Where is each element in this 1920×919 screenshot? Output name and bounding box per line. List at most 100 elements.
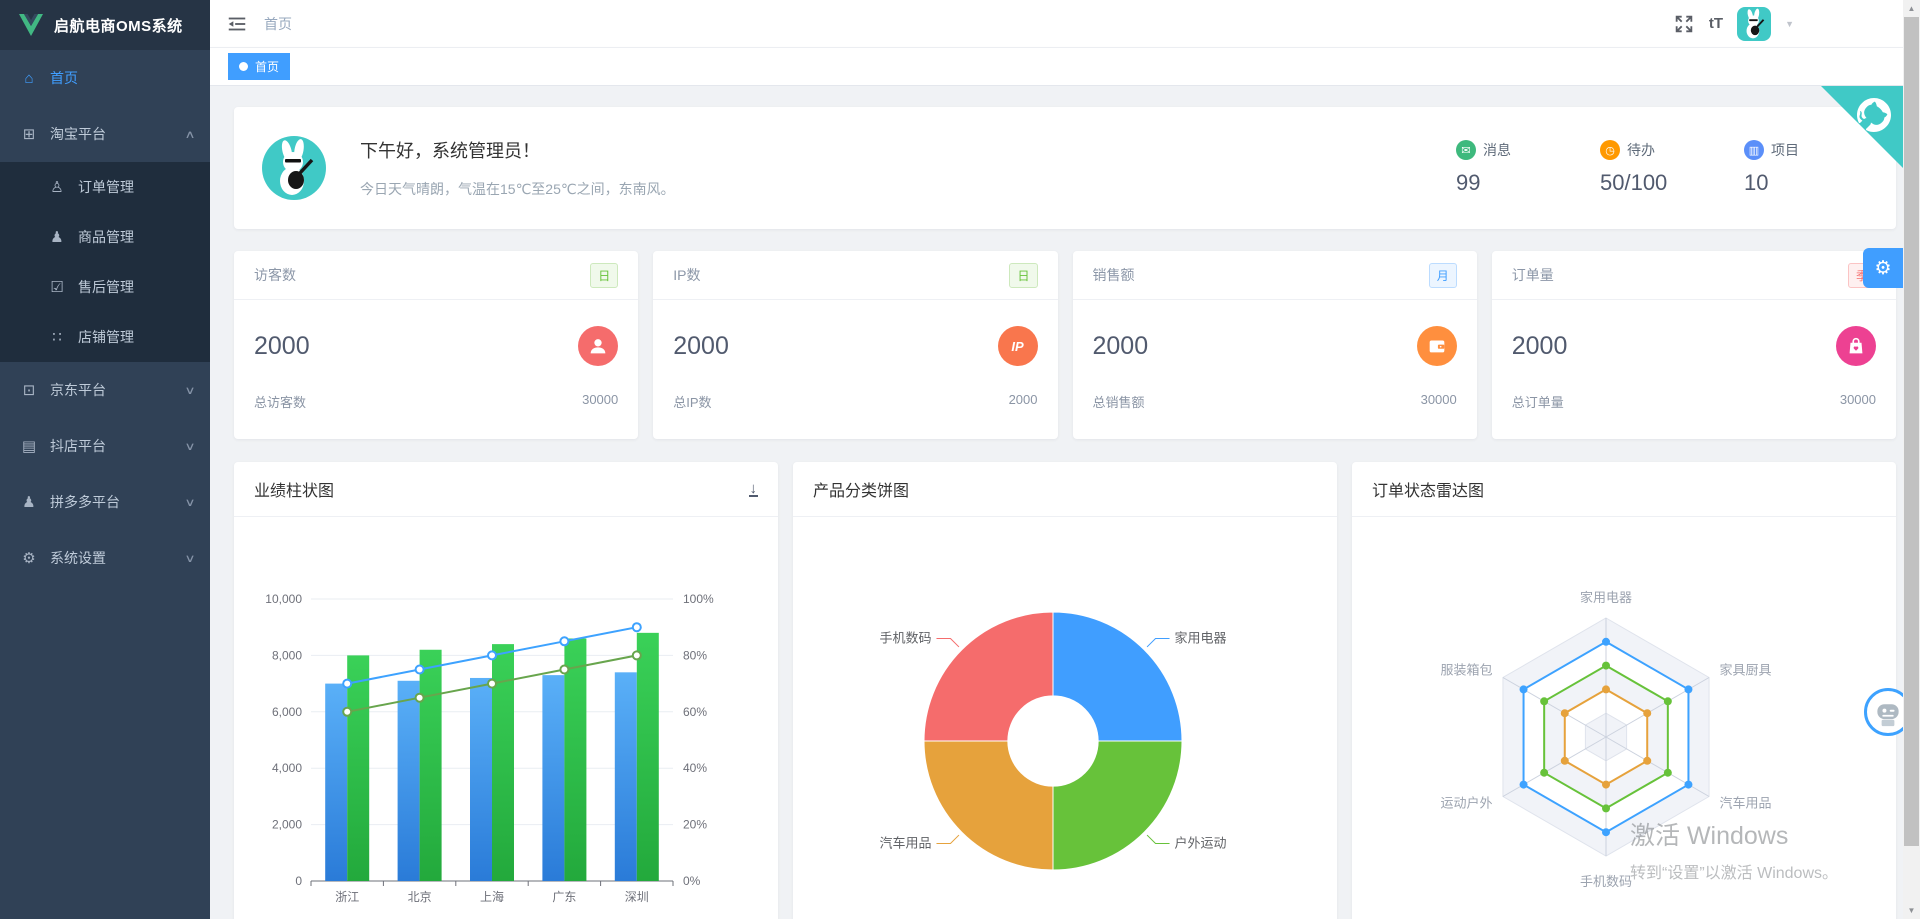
chart-card-row: 业绩柱状图 ↓ 0 2,000 4,000 6,000 8,000 10,000 0% 20%… [234, 462, 1896, 919]
sidebar-item-拼多多平台[interactable]: ♟ 拼多多平台 ∨ [0, 474, 210, 530]
github-corner-ribbon[interactable] [1821, 86, 1903, 168]
stat-card-body: 2000 [1492, 300, 1896, 392]
chevron-down-icon: ∨ [184, 440, 196, 453]
sidebar-item-商品管理[interactable]: ♟ 商品管理 [0, 212, 210, 262]
bag-icon [1836, 326, 1876, 366]
todo-clock-icon: ◷ [1600, 140, 1620, 160]
quick-stats: ✉ 消息 99 ◷ 待办 50/100 ▥ 项目 10 [1456, 140, 1868, 196]
stat-card-访客数: 访客数 日 2000 总访客数 30000 [234, 251, 639, 439]
scrollbar-up-arrow[interactable]: ▲ [1907, 4, 1916, 13]
font-size-icon[interactable]: tT [1708, 15, 1724, 32]
sidebar-item-系统设置[interactable]: ⚙ 系统设置 ∨ [0, 530, 210, 586]
bar [397, 680, 420, 881]
bar [347, 655, 370, 881]
period-badge[interactable]: 月 [1428, 262, 1457, 288]
svg-text:广东: 广东 [552, 890, 576, 904]
period-badge[interactable]: 日 [1009, 262, 1038, 288]
tab-home[interactable]: 首页 [228, 53, 291, 80]
sidebar-item-label: 淘宝平台 [50, 126, 106, 142]
stat-card-footer-label: 总IP数 [673, 395, 712, 410]
sidebar-item-订单管理[interactable]: ♙ 订单管理 [0, 162, 210, 212]
stat-card-IP数: IP数 日 2000 IP 总IP数 2000 [653, 251, 1058, 439]
stat-card-footer-label: 总销售额 [1092, 395, 1145, 410]
fullscreen-icon[interactable] [1673, 13, 1695, 35]
sidebar-item-label: 拼多多平台 [50, 494, 120, 510]
stat-card-value: 2000 [254, 331, 310, 360]
stat-card-value: 2000 [1511, 331, 1568, 360]
sidebar-item-首页[interactable]: ⌂ 首页 [0, 50, 210, 106]
tab-active-dot [239, 62, 248, 71]
stat-card-header: 访客数 日 [234, 251, 639, 300]
stat-card-title: IP数 [673, 267, 701, 283]
rabbit-avatar-icon [280, 139, 314, 195]
sidebar-item-label: 售后管理 [78, 279, 134, 295]
quick-stat-head: ✉ 消息 [1456, 140, 1564, 160]
svg-text:上海: 上海 [480, 889, 504, 904]
shop-icon: ∷ [52, 329, 62, 346]
app-logo[interactable]: 启航电商OMS系统 [0, 0, 210, 50]
stat-card-footer: 总访客数 30000 [234, 392, 638, 411]
app-title: 启航电商OMS系统 [54, 17, 183, 35]
sidebar-item-抖店平台[interactable]: ▤ 抖店平台 ∨ [0, 418, 210, 474]
bar [419, 649, 442, 881]
sidebar-item-label: 订单管理 [78, 179, 134, 195]
home-icon: ⌂ [24, 69, 34, 87]
order-icon: ♙ [50, 179, 64, 196]
quick-stat-head: ◷ 待办 [1600, 140, 1708, 160]
svg-text:北京: 北京 [408, 890, 432, 904]
quick-stat-label: 项目 [1771, 142, 1799, 158]
stat-card-订单量: 订单量季 2000 总订单量 30000 [1491, 251, 1896, 439]
period-badge[interactable]: 日 [590, 262, 619, 288]
svg-text:运动户外: 运动户外 [1441, 796, 1493, 811]
rabbit-avatar-icon [1746, 8, 1765, 38]
robot-icon [1877, 704, 1899, 727]
quick-stat-项目: ▥ 项目 10 [1744, 140, 1852, 196]
bar-chart-canvas[interactable]: 0 2,000 4,000 6,000 8,000 10,000 0% 20% 40% 60% 80… [234, 517, 770, 919]
bar [492, 644, 514, 881]
svg-text:家具厨具: 家具厨具 [1719, 663, 1771, 678]
github-icon[interactable] [1850, 91, 1898, 139]
sidebar-item-售后管理[interactable]: ☑ 售后管理 [0, 262, 210, 312]
svg-text:0%: 0% [683, 874, 701, 888]
radar-chart-card: 订单状态雷达图 家用电器 家具厨具 汽车用品 手机数码 运动户外 服装箱包 [1352, 462, 1896, 919]
quick-stat-待办: ◷ 待办 50/100 [1600, 140, 1708, 196]
stat-card-footer-label: 总订单量 [1511, 395, 1564, 410]
pie-chart-card: 产品分类饼图 家用电器 户外运动 汽车用品 手机数码 [793, 462, 1337, 919]
svg-text:10,000: 10,000 [265, 592, 302, 606]
chevron-down-icon: ∨ [184, 552, 196, 565]
user-avatar[interactable] [1737, 6, 1772, 41]
settings-panel-button[interactable]: ⚙ [1863, 248, 1903, 288]
stat-card-footer-label: 总访客数 [254, 395, 307, 410]
bar [614, 672, 637, 881]
bar [636, 632, 659, 881]
breadcrumb[interactable]: 首页 [264, 15, 292, 32]
stat-card-header: IP数 日 [653, 251, 1058, 300]
message-icon: ✉ [1456, 140, 1476, 160]
sidebar-collapse-icon[interactable] [226, 13, 248, 35]
scrollbar-down-arrow[interactable]: ▼ [1907, 906, 1916, 915]
bar [325, 683, 348, 881]
project-icon: ▥ [1744, 140, 1764, 160]
bar-chart-title: 业绩柱状图 [254, 483, 335, 500]
scrollbar-thumb[interactable] [1904, 17, 1919, 846]
sidebar-item-label: 商品管理 [78, 229, 134, 245]
sidebar-item-label: 店铺管理 [78, 329, 134, 345]
sidebar-item-店铺管理[interactable]: ∷ 店铺管理 [0, 312, 210, 362]
stat-card-title: 订单量 [1511, 267, 1554, 283]
svg-text:6,000: 6,000 [272, 705, 302, 719]
page-scrollbar[interactable]: ▲ ▼ [1903, 0, 1920, 919]
svg-text:2,000: 2,000 [272, 818, 302, 832]
sidebar-item-京东平台[interactable]: ⊡ 京东平台 ∨ [0, 362, 210, 418]
pie-slice [1052, 740, 1183, 871]
stat-card-footer-value: 30000 [582, 392, 619, 407]
visitor-icon [578, 326, 619, 366]
sidebar-item-淘宝平台[interactable]: ⊞ 淘宝平台 ∧ [0, 106, 210, 162]
ip-icon: IP [997, 326, 1038, 366]
bar [542, 675, 565, 881]
download-icon[interactable]: ↓ [748, 479, 758, 497]
quick-stat-value: 10 [1744, 170, 1769, 195]
chevron-down-icon[interactable]: ▼ [1785, 18, 1794, 29]
